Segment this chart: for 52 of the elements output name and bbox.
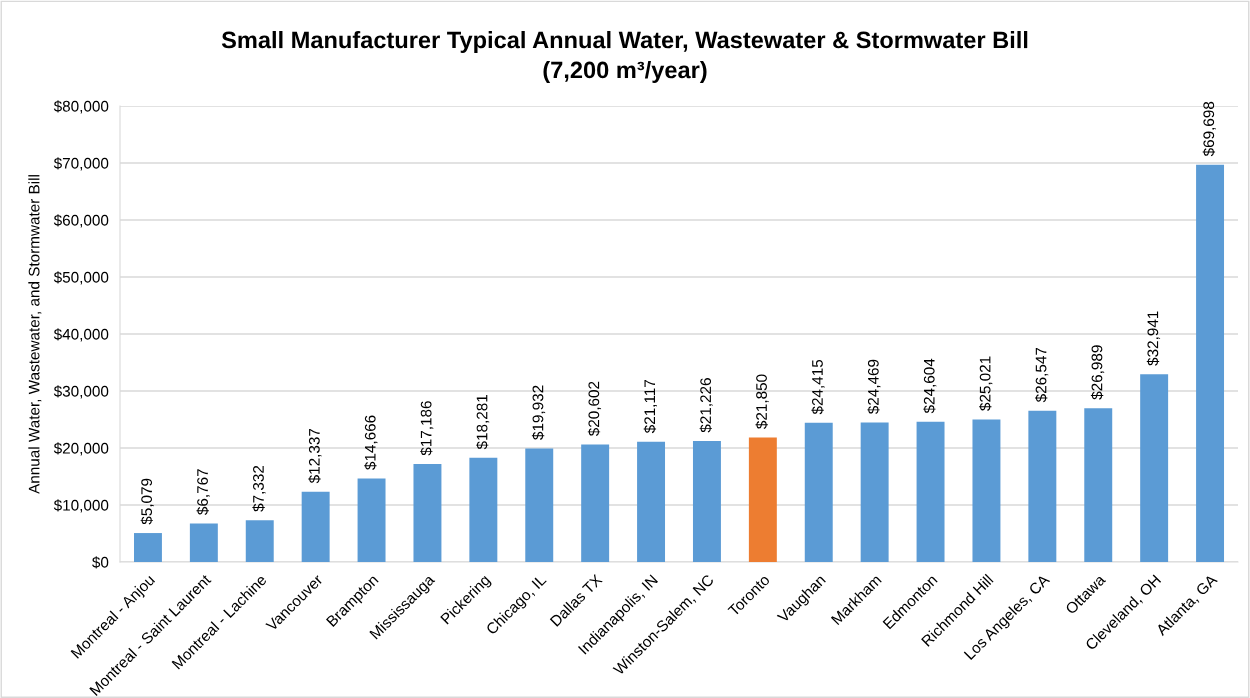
data-label: $24,415: [811, 359, 825, 415]
bar: [860, 422, 889, 562]
data-label: $25,021: [979, 356, 993, 411]
data-label: $26,547: [1034, 347, 1049, 403]
bar: [637, 441, 666, 562]
data-label: $17,186: [420, 401, 434, 456]
data-label: $69,698: [1202, 101, 1216, 157]
y-tick-label: $50,000: [53, 271, 109, 285]
data-label: $32,941: [1146, 311, 1161, 366]
y-tick-label: $40,000: [53, 328, 109, 342]
data-label: $21,226: [699, 378, 713, 433]
bar: [357, 478, 386, 562]
data-label: $26,989: [1090, 345, 1105, 400]
data-label: $24,469: [867, 359, 881, 415]
y-tick-label: $60,000: [53, 214, 109, 228]
bar: [692, 441, 721, 562]
bar: [245, 520, 274, 562]
bar: [189, 523, 218, 562]
bar: [748, 437, 777, 562]
y-tick-label: $30,000: [53, 385, 109, 399]
bar: [1140, 374, 1169, 562]
chart-title: Small Manufacturer Typical Annual Water, Wastewater & Stormwater Bill: [221, 31, 1028, 53]
bar: [1028, 410, 1057, 562]
data-label: $7,332: [252, 465, 266, 512]
bar: [413, 464, 442, 562]
data-label: $6,767: [196, 469, 210, 515]
chart-subtitle: (7,200 m³/year): [543, 61, 707, 83]
data-label: $19,932: [531, 385, 546, 440]
bar: [581, 444, 610, 562]
bar: [301, 491, 330, 562]
data-label: $12,337: [308, 428, 322, 484]
y-tick-label: $10,000: [53, 499, 109, 513]
bar: [1196, 164, 1225, 562]
data-label: $14,666: [364, 415, 378, 470]
bar: [972, 419, 1001, 562]
y-tick-label: $80,000: [53, 100, 109, 114]
data-label: $24,604: [923, 358, 937, 414]
bar: [916, 421, 945, 562]
bar: [804, 422, 833, 562]
data-label: $21,117: [643, 379, 657, 434]
bar: [1084, 408, 1113, 562]
bar: [133, 533, 162, 562]
y-tick-label: $0: [92, 556, 109, 569]
y-tick-label: $20,000: [53, 442, 109, 456]
y-tick-label: $70,000: [53, 157, 109, 171]
bar: [525, 448, 554, 562]
data-label: $18,281: [475, 394, 490, 450]
data-label: $21,850: [755, 374, 769, 429]
y-axis-title: Annual Water, Wastewater, and Stormwater Bill: [28, 175, 42, 494]
data-label: $20,602: [587, 381, 602, 437]
data-label: $5,079: [140, 478, 154, 525]
bar: [469, 457, 498, 562]
